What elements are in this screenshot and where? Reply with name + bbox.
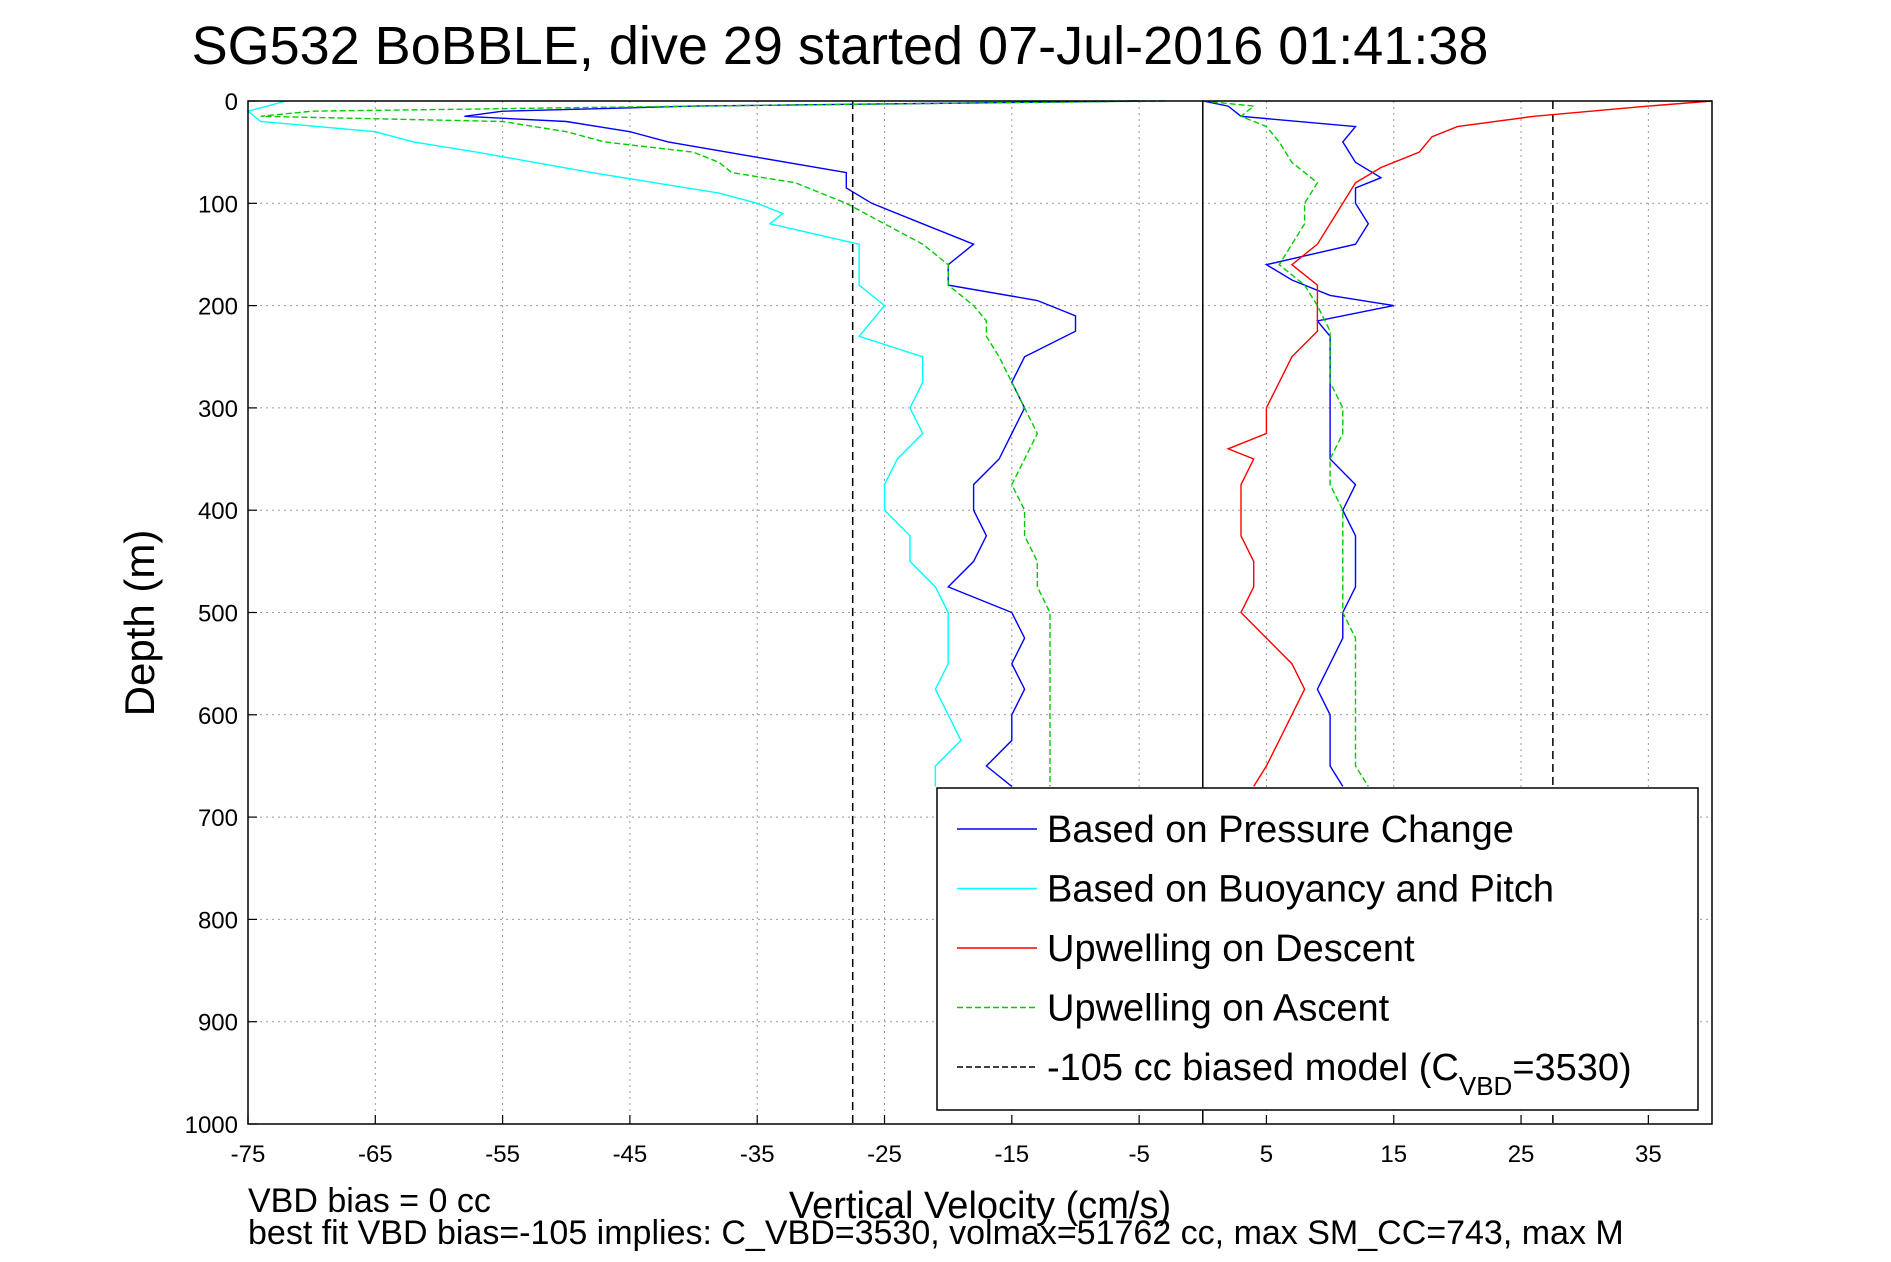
legend-label: Based on Pressure Change: [1047, 809, 1514, 851]
x-tick-label: -35: [740, 1141, 775, 1168]
best-fit-note: best fit VBD bias=-105 implies: C_VBD=35…: [248, 1214, 1624, 1252]
legend-label: Upwelling on Ascent: [1047, 988, 1390, 1030]
y-tick-label: 1000: [185, 1112, 238, 1139]
vbd-bias-note: VBD bias = 0 cc: [248, 1182, 491, 1220]
chart-title: SG532 BoBBLE, dive 29 started 07-Jul-201…: [192, 16, 1489, 76]
x-ticks: -75 -65 -55 -45 -35 -25 -15 -5 5 15 25 35: [231, 1115, 1662, 1168]
series-line-3-0: [260, 100, 1165, 787]
y-tick-label: 300: [198, 396, 238, 423]
y-tick-label: 800: [198, 907, 238, 934]
x-tick-label: -75: [231, 1141, 266, 1168]
legend-box: [936, 787, 1699, 1111]
x-tick-label: 35: [1635, 1141, 1662, 1168]
y-tick-label: 0: [225, 89, 238, 116]
legend-label: -105 cc biased model (CVBD=3530): [1047, 1047, 1632, 1101]
series-line-0-0: [464, 100, 1140, 787]
x-tick-label: -5: [1128, 1141, 1149, 1168]
x-tick-label: -65: [358, 1141, 393, 1168]
y-tick-label: 200: [198, 294, 238, 321]
y-tick-label: 100: [198, 191, 238, 218]
series-line-3-1: [1202, 100, 1369, 787]
series-line-2-0: [1226, 100, 1713, 787]
series-lines: [246, 100, 1713, 787]
x-axis-label: Vertical Velocity (cm/s): [789, 1185, 1171, 1227]
legend-label: Based on Buoyancy and Pitch: [1047, 869, 1554, 911]
y-tick-label: 400: [198, 498, 238, 525]
y-ticks: 0 100 200 300 400 500 600 700 800 900 1000: [185, 89, 257, 1139]
y-tick-label: 600: [198, 703, 238, 730]
x-tick-label: 5: [1260, 1141, 1273, 1168]
x-tick-label: -25: [867, 1141, 902, 1168]
series-line-0-1: [1202, 100, 1394, 787]
x-tick-label: 15: [1380, 1141, 1407, 1168]
x-tick-label: -55: [485, 1141, 520, 1168]
legend-label: Upwelling on Descent: [1047, 928, 1415, 970]
legend: Based on Pressure Change Based on Buoyanc…: [936, 787, 1699, 1111]
x-tick-label: 25: [1508, 1141, 1535, 1168]
x-tick-label: -45: [613, 1141, 648, 1168]
x-tick-label: -15: [994, 1141, 1029, 1168]
y-axis-label: Depth (m): [116, 530, 163, 717]
y-tick-label: 700: [198, 805, 238, 832]
y-tick-label: 500: [198, 601, 238, 628]
y-tick-label: 900: [198, 1010, 238, 1037]
series-line-1-0: [246, 100, 962, 787]
